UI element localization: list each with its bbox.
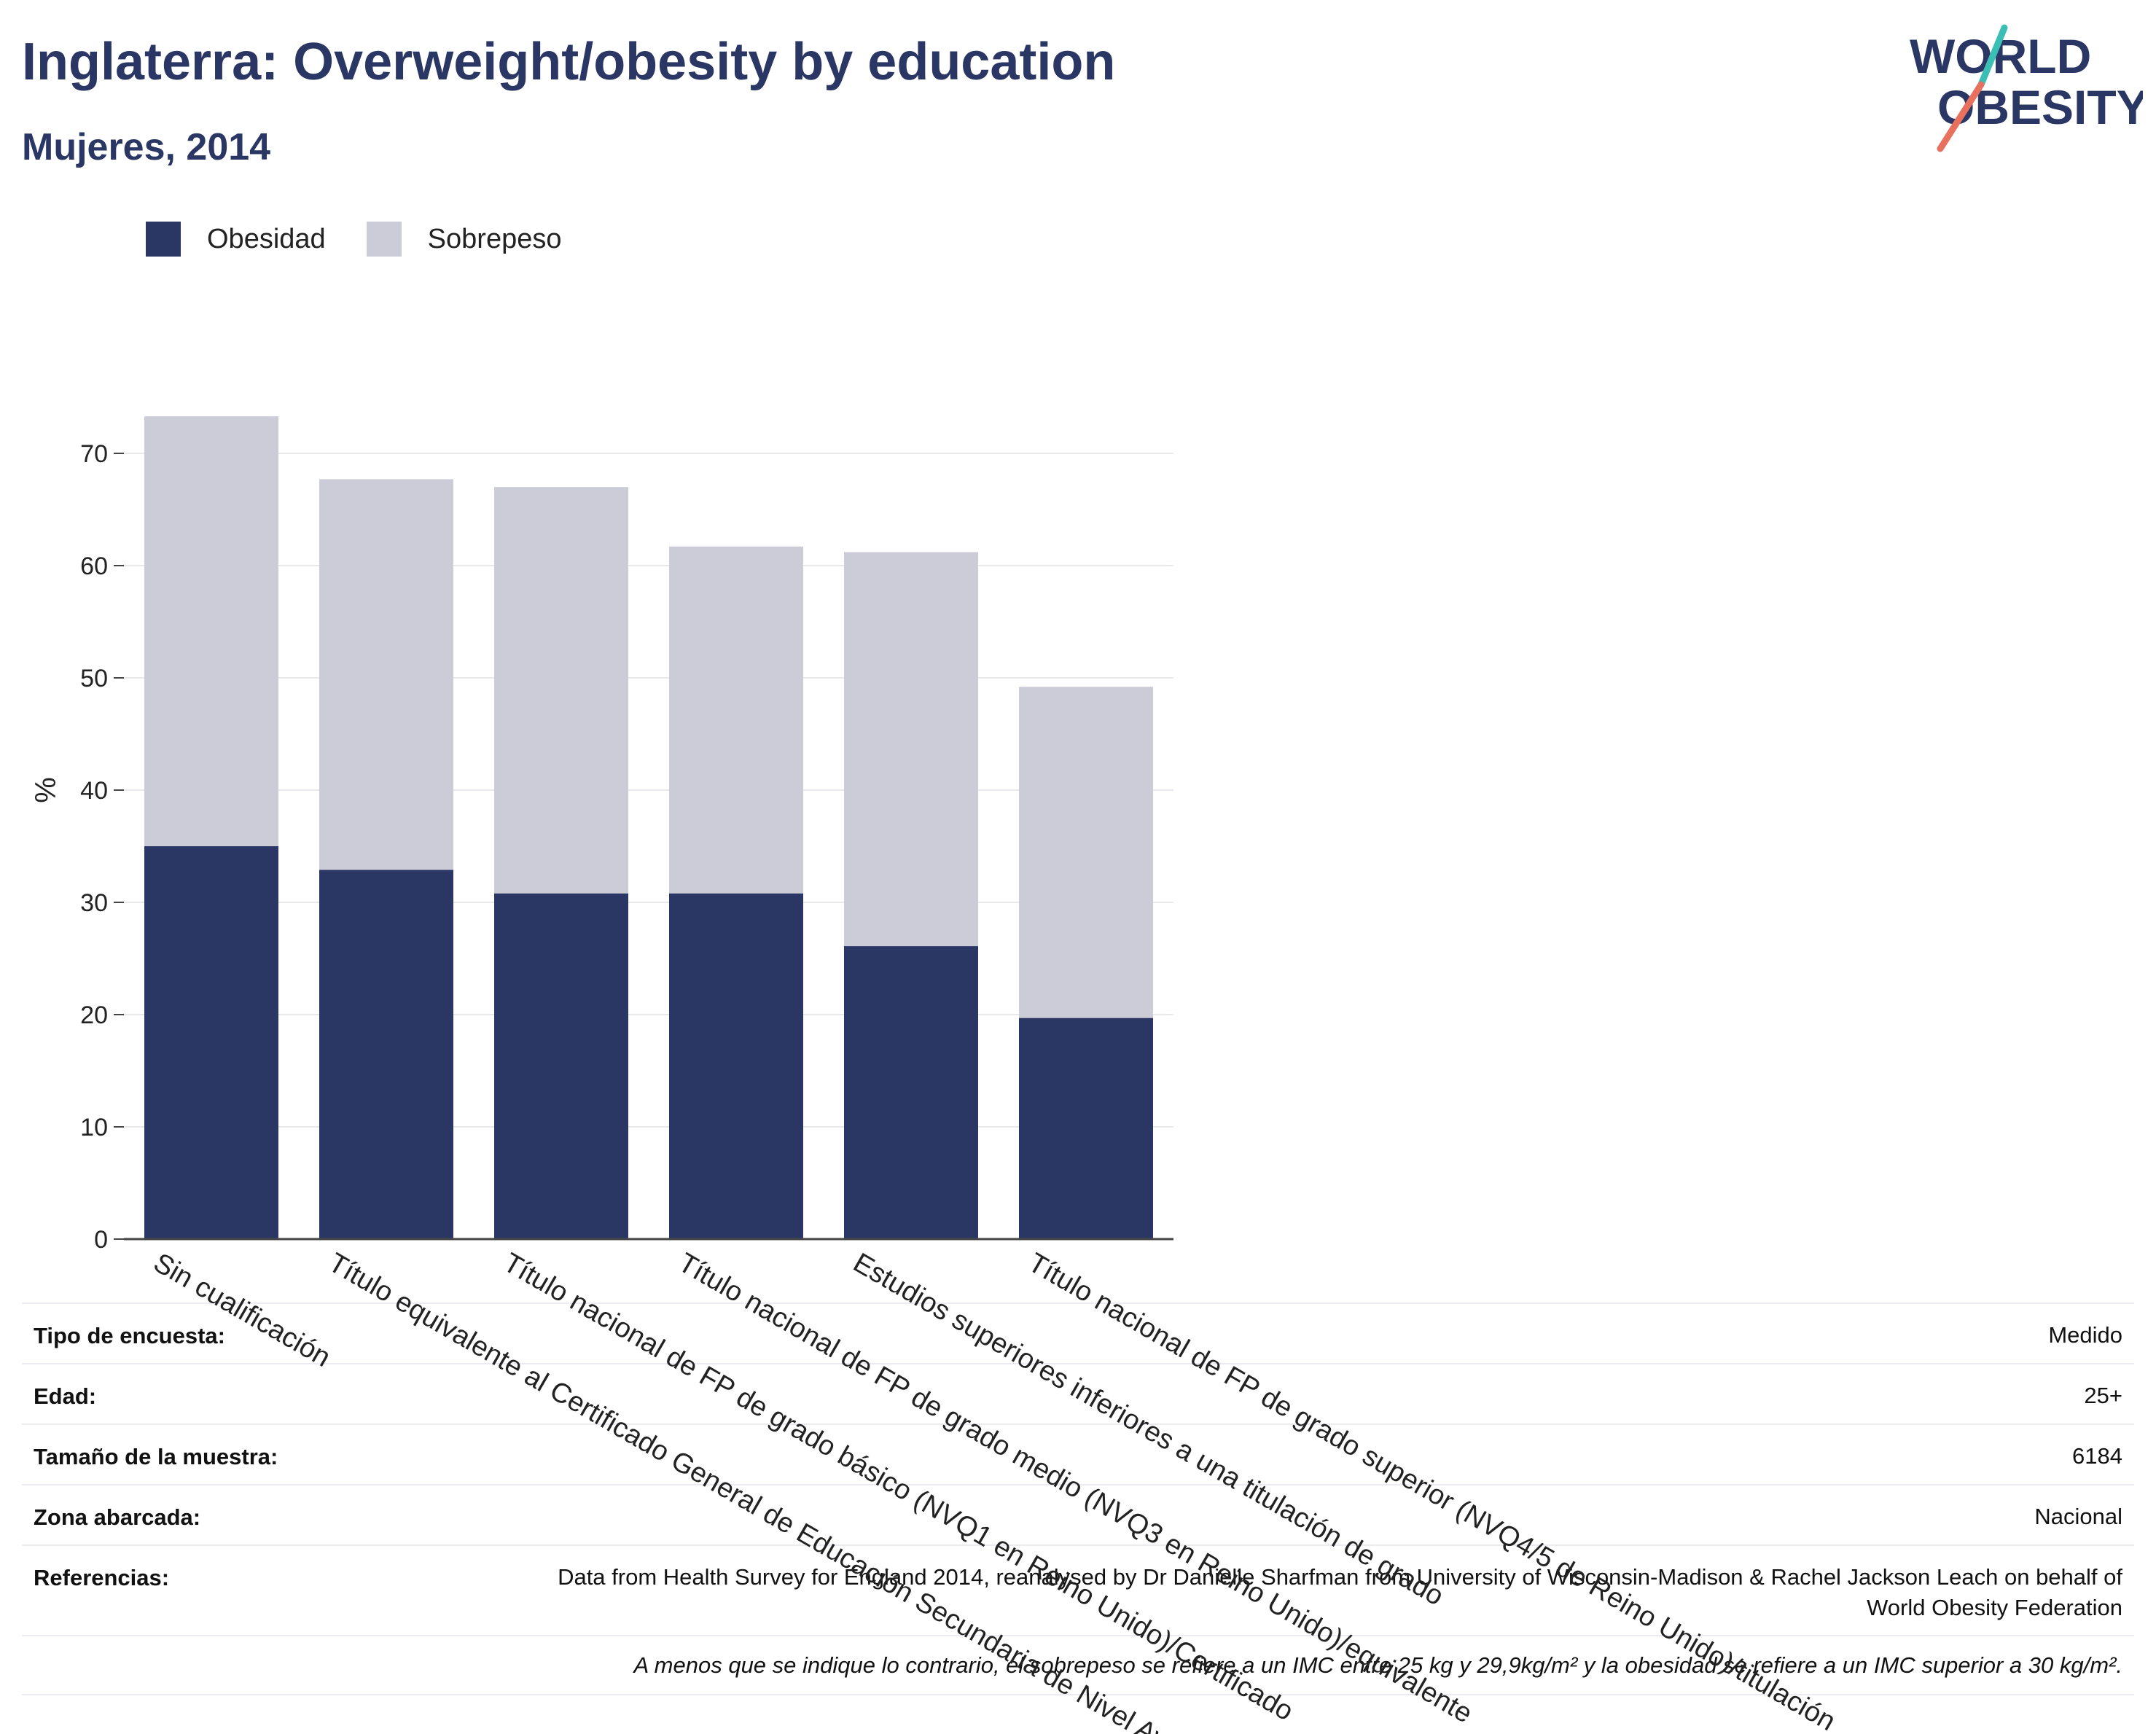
bar-obesidad	[844, 946, 978, 1239]
bar-sobrepeso	[1019, 687, 1153, 1018]
chart-subtitle: Mujeres, 2014	[22, 126, 271, 168]
info-label: Referencias:	[34, 1565, 170, 1590]
x-tick-label: Estudios superiores inferiores a una tit…	[848, 1247, 1449, 1612]
y-tick-label: 10	[80, 1114, 108, 1141]
y-axis-label: %	[30, 777, 62, 803]
info-label: Zona abarcada:	[34, 1504, 201, 1530]
bar-sobrepeso	[494, 487, 628, 894]
chart-title: Inglaterra: Overweight/obesity by educat…	[22, 33, 1116, 91]
bar-obesidad	[669, 893, 803, 1239]
y-tick-label: 70	[80, 440, 108, 468]
x-tick-label: Sin cualificación	[149, 1247, 336, 1373]
bar-obesidad	[319, 870, 453, 1239]
y-tick-label: 40	[80, 777, 108, 805]
logo-slash-teal	[1977, 24, 2008, 88]
info-row-survey-type: Tipo de encuesta: Medido	[22, 1303, 2134, 1363]
legend-label-sobrepeso: Sobrepeso	[427, 223, 562, 254]
info-label: Tamaño de la muestra:	[34, 1444, 278, 1469]
legend-swatch-obesidad	[146, 222, 181, 257]
y-tick-label: 0	[94, 1226, 108, 1254]
x-tick-label: Título nacional de FP de grado básico (N…	[499, 1247, 1299, 1727]
legend-label-obesidad: Obesidad	[207, 223, 326, 254]
info-row-sample-size: Tamaño de la muestra: 6184	[22, 1423, 2134, 1484]
y-tick-label: 20	[80, 1001, 108, 1029]
logo-slash-coral	[1937, 81, 1985, 152]
bar-obesidad	[144, 846, 278, 1239]
bar-obesidad	[494, 893, 628, 1239]
info-row-coverage: Zona abarcada: Nacional	[22, 1484, 2134, 1544]
legend-item-obesidad[interactable]: Obesidad	[146, 222, 326, 257]
info-table: Tipo de encuesta: Medido Edad: 25+ Tamañ…	[22, 1303, 2134, 1695]
y-tick-label: 50	[80, 665, 108, 692]
bar-sobrepeso	[144, 416, 278, 846]
bar-sobrepeso	[319, 479, 453, 870]
y-tick-label: 60	[80, 552, 108, 580]
bar-sobrepeso	[844, 552, 978, 947]
info-value: Nacional	[2034, 1504, 2122, 1529]
info-value: Medido	[2048, 1322, 2122, 1348]
legend-swatch-sobrepeso	[366, 222, 402, 257]
info-label: Tipo de encuesta:	[34, 1323, 225, 1348]
definition-note: A menos que se indique lo contrario, el …	[22, 1635, 2134, 1695]
info-label: Edad:	[34, 1383, 97, 1409]
info-value: Data from Health Survey for England 2014…	[558, 1564, 2122, 1620]
info-value: 25+	[2084, 1383, 2122, 1408]
info-row-age: Edad: 25+	[22, 1363, 2134, 1423]
world-obesity-logo: WORLD OBESITY	[1910, 24, 2143, 152]
bar-obesidad	[1019, 1018, 1153, 1239]
chart-legend: Obesidad Sobrepeso	[146, 219, 602, 259]
info-value: 6184	[2072, 1443, 2122, 1469]
legend-item-sobrepeso[interactable]: Sobrepeso	[366, 222, 562, 257]
y-tick-label: 30	[80, 889, 108, 917]
x-tick-label: Título nacional de FP de grado medio (NV…	[673, 1247, 1477, 1729]
info-row-references: Referencias: Data from Health Survey for…	[22, 1544, 2134, 1635]
bar-sobrepeso	[669, 546, 803, 894]
x-tick-label: Título nacional de FP de grado superior …	[1023, 1247, 1841, 1734]
logo-word-obesity: OBESITY	[1937, 80, 2143, 134]
